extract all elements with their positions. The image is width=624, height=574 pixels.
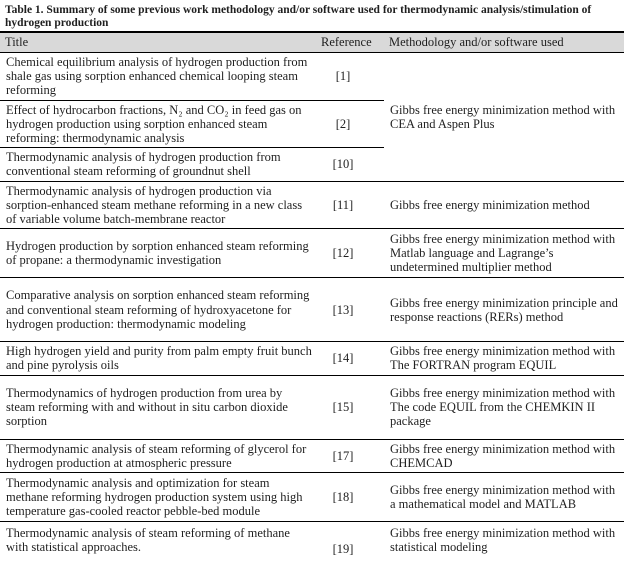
reference-cell: [14] bbox=[316, 341, 384, 376]
reference-cell: [1] bbox=[316, 52, 384, 101]
title-cell: Comparative analysis on sorption enhance… bbox=[0, 277, 316, 343]
methodology-cell-merged: Gibbs free energy minimization method wi… bbox=[384, 52, 624, 182]
methodology-cell: Gibbs free energy minimization method wi… bbox=[384, 341, 624, 376]
summary-table: Title Reference Methodology and/or softw… bbox=[0, 31, 624, 574]
reference-cell: [2] bbox=[316, 100, 384, 149]
table-row: Thermodynamic analysis of steam reformin… bbox=[0, 439, 624, 474]
methodology-cell: Gibbs free energy minimization method wi… bbox=[384, 375, 624, 440]
reference-cell: [10] bbox=[316, 147, 384, 182]
title-cell: Hydrogen production by sorption enhanced… bbox=[0, 228, 316, 279]
methodology-cell: Gibbs free energy minimization method bbox=[384, 181, 624, 230]
title-cell: Thermodynamic analysis of hydrogen produ… bbox=[0, 147, 316, 182]
title-cell: Thermodynamic analysis of steam reformin… bbox=[0, 521, 316, 574]
reference-cell: [11] bbox=[316, 181, 384, 230]
table-row: Thermodynamic analysis and optimization … bbox=[0, 472, 624, 523]
reference-cell: [19] bbox=[316, 521, 384, 574]
table-row: Thermodynamic analysis of steam reformin… bbox=[0, 521, 624, 574]
title-cell: Thermodynamic analysis of steam reformin… bbox=[0, 439, 316, 474]
reference-cell: [12] bbox=[316, 228, 384, 279]
reference-cell: [17] bbox=[316, 439, 384, 474]
table-row: Chemical equilibrium analysis of hydroge… bbox=[0, 52, 624, 182]
table-row: High hydrogen yield and purity from palm… bbox=[0, 341, 624, 376]
table-row: Effect of hydrocarbon fractions, N₂ and … bbox=[0, 100, 624, 149]
methodology-cell: Gibbs free energy minimization method wi… bbox=[384, 472, 624, 523]
table-header: Title Reference Methodology and/or softw… bbox=[0, 32, 624, 53]
column-header-title: Title bbox=[0, 32, 316, 53]
table-row: Thermodynamic analysis of hydrogen produ… bbox=[0, 147, 624, 182]
table-row: Thermodynamics of hydrogen production fr… bbox=[0, 375, 624, 440]
title-cell: Chemical equilibrium analysis of hydroge… bbox=[0, 52, 316, 101]
column-header-methodology: Methodology and/or software used bbox=[384, 32, 624, 53]
header-row: Title Reference Methodology and/or softw… bbox=[0, 32, 624, 53]
title-cell: High hydrogen yield and purity from palm… bbox=[0, 341, 316, 376]
title-cell: Thermodynamics of hydrogen production fr… bbox=[0, 375, 316, 440]
column-header-reference: Reference bbox=[316, 32, 384, 53]
methodology-cell: Gibbs free energy minimization method wi… bbox=[384, 439, 624, 474]
reference-cell: [18] bbox=[316, 472, 384, 523]
reference-cell: [15] bbox=[316, 375, 384, 440]
table-caption: Table 1. Summary of some previous work m… bbox=[5, 4, 592, 29]
table-row: Comparative analysis on sorption enhance… bbox=[0, 277, 624, 343]
table-row: Thermodynamic analysis of hydrogen produ… bbox=[0, 181, 624, 230]
title-cell: Effect of hydrocarbon fractions, N₂ and … bbox=[0, 100, 316, 149]
methodology-cell: Gibbs free energy minimization principle… bbox=[384, 277, 624, 343]
table-row: Hydrogen production by sorption enhanced… bbox=[0, 228, 624, 279]
reference-cell: [13] bbox=[316, 277, 384, 343]
title-cell: Thermodynamic analysis of hydrogen produ… bbox=[0, 181, 316, 230]
methodology-cell: Gibbs free energy minimization method wi… bbox=[384, 521, 624, 574]
title-cell: Thermodynamic analysis and optimization … bbox=[0, 472, 316, 523]
methodology-cell: Gibbs free energy minimization method wi… bbox=[384, 228, 624, 279]
